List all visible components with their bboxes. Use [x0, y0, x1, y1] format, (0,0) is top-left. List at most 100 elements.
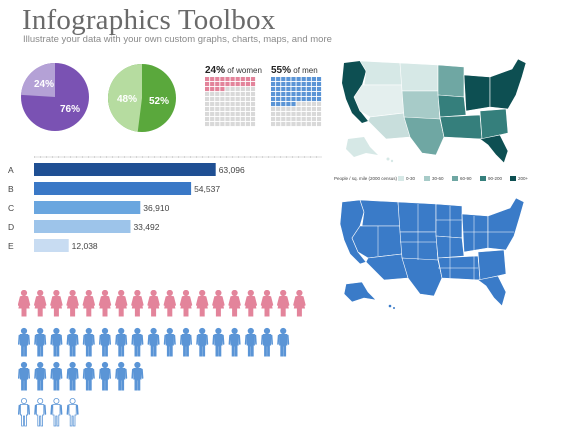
waffle-cell-filled: [311, 82, 316, 87]
waffle-cell-filled: [306, 77, 311, 82]
woman-figure-icon: [228, 290, 241, 317]
waffle-cell-filled: [311, 87, 316, 92]
waffle-cell-empty: [210, 117, 215, 122]
bar: [34, 239, 69, 252]
waffle-cell-filled: [245, 82, 250, 87]
waffle-cell-empty: [245, 117, 250, 122]
waffle-cell-empty: [316, 107, 322, 112]
waffle-cell-empty: [230, 122, 235, 127]
waffle-cell-empty: [205, 117, 210, 122]
waffle-cell-empty: [316, 122, 322, 127]
waffle-cell-empty: [240, 102, 245, 107]
man-figure-icon: [99, 327, 111, 357]
waffle-cell-filled: [296, 77, 301, 82]
woman-figure-icon: [147, 290, 160, 317]
waffle-cell-empty: [276, 112, 281, 117]
man-figure-icon: [18, 327, 31, 357]
waffle-chart-men: [271, 77, 322, 127]
man-figure-icon: [99, 361, 111, 391]
waffle-cell-filled: [286, 97, 291, 102]
waffle-cell-empty: [230, 117, 235, 122]
waffle-men-caption: of men: [293, 66, 318, 75]
waffle-cell-empty: [230, 102, 235, 107]
waffle-cell-filled: [281, 82, 286, 87]
state-region: [479, 108, 509, 140]
waffle-cell-empty: [306, 102, 311, 107]
woman-figure-icon: [82, 290, 96, 317]
waffle-cell-empty: [210, 122, 215, 127]
woman-figure-icon: [98, 290, 112, 317]
waffle-cell-empty: [235, 97, 240, 102]
woman-figure-icon: [260, 290, 274, 317]
bar: [34, 163, 216, 176]
waffle-cell-empty: [301, 102, 306, 107]
waffle-cell-empty: [240, 97, 245, 102]
waffle-cell-empty: [286, 117, 291, 122]
waffle-cell-empty: [301, 117, 306, 122]
horizontal-bar-chart: A 63,096 B 54,537 C 36,910 D 33,492 E 12,038: [8, 156, 322, 252]
state-region: [477, 249, 507, 281]
waffle-cell-empty: [230, 97, 235, 102]
legend-swatch: [452, 176, 458, 181]
waffle-cell-empty: [240, 112, 245, 117]
waffle-cell-filled: [286, 102, 291, 107]
waffle-men-value: 55%: [271, 65, 292, 76]
pie-small-label: 48%: [117, 94, 137, 105]
waffle-cell-empty: [225, 102, 230, 107]
man-figure-icon: [163, 327, 176, 357]
state-region: [359, 60, 403, 86]
waffle-cell-empty: [215, 122, 220, 127]
waffle-cell-empty: [230, 112, 235, 117]
waffle-cell-empty: [296, 102, 301, 107]
waffle-cell-empty: [210, 97, 215, 102]
man-figure-icon: [66, 397, 79, 427]
waffle-cell-filled: [291, 92, 296, 97]
waffle-cell-empty: [205, 92, 210, 97]
waffle-cell-empty: [271, 122, 276, 127]
waffle-cell-empty: [215, 102, 220, 107]
state-region: [461, 213, 489, 253]
waffle-cell-empty: [311, 117, 316, 122]
waffle-cell-filled: [205, 87, 210, 92]
man-figure-icon: [82, 361, 95, 391]
waffle-cell-empty: [291, 122, 296, 127]
state-region: [397, 201, 437, 233]
waffle-cell-empty: [245, 102, 250, 107]
man-figure-icon: [244, 327, 257, 357]
waffle-cell-filled: [210, 87, 215, 92]
state-region: [401, 90, 441, 122]
man-figure-icon: [82, 327, 95, 357]
waffle-men-title: 55% of men: [271, 65, 318, 76]
woman-figure-icon: [114, 290, 128, 317]
waffle-cell-empty: [220, 102, 225, 107]
waffle-cell-empty: [311, 122, 316, 127]
bar-category-label: A: [8, 165, 14, 175]
waffle-cell-filled: [215, 87, 220, 92]
waffle-cell-empty: [245, 107, 250, 112]
waffle-cell-filled: [306, 82, 311, 87]
man-figure-icon: [34, 327, 47, 357]
page-subtitle: Illustrate your data with your own custo…: [23, 34, 332, 45]
waffle-cell-empty: [235, 92, 240, 97]
pie-large-label: 76%: [60, 104, 80, 115]
waffle-cell-filled: [291, 97, 296, 102]
map-legend: People / sq. mile (2000 census) 0-30 30-…: [334, 175, 534, 183]
waffle-cell-empty: [245, 87, 250, 92]
waffle-cell-filled: [250, 77, 256, 82]
bar-category-label: B: [8, 184, 14, 194]
man-figure-icon: [50, 327, 63, 357]
waffle-cell-empty: [301, 122, 306, 127]
pie-chart-green: 48% 52%: [108, 64, 176, 132]
woman-figure-icon: [18, 290, 31, 317]
waffle-cell-filled: [271, 87, 276, 92]
waffle-cell-empty: [225, 117, 230, 122]
waffle-cell-empty: [250, 92, 256, 97]
waffle-cell-filled: [286, 87, 291, 92]
legend-item: 200+: [518, 176, 529, 181]
woman-figure-icon: [244, 290, 258, 317]
waffle-cell-filled: [205, 82, 210, 87]
waffle-cell-empty: [281, 112, 286, 117]
bar-value-label: 36,910: [143, 203, 169, 213]
waffle-cell-empty: [311, 107, 316, 112]
waffle-cell-empty: [205, 102, 210, 107]
